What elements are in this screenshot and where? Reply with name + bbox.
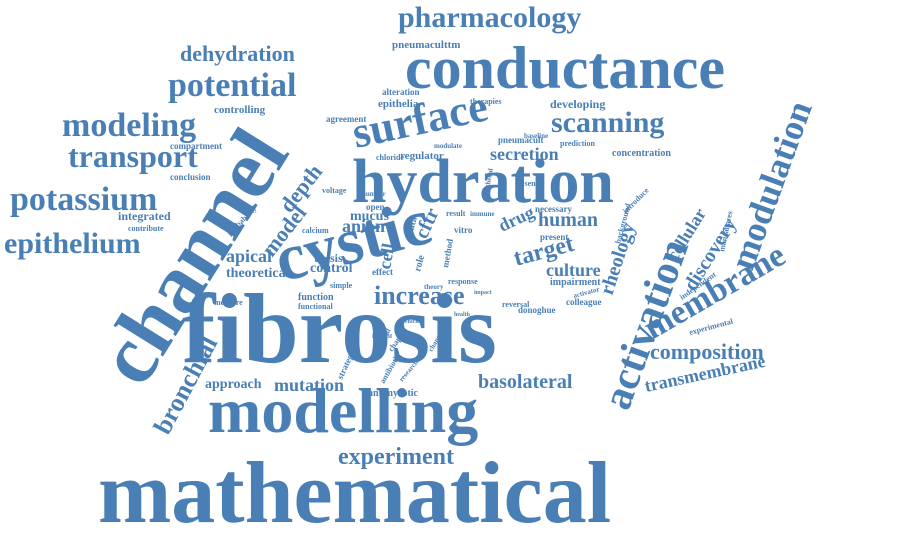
word-conclusion: conclusion bbox=[170, 172, 211, 182]
word-transport: transport bbox=[68, 138, 198, 174]
word-epithelium: epithelium bbox=[4, 227, 141, 260]
word-scanning: scanning bbox=[551, 106, 664, 139]
word-baseline: baseline bbox=[524, 132, 548, 140]
word-effect: effect bbox=[372, 267, 393, 277]
word-pneumaculttm: pneumaculttm bbox=[392, 39, 460, 51]
word-concentration: concentration bbox=[612, 148, 671, 159]
word-epithelia: epithelia bbox=[378, 98, 419, 110]
word-modulate: modulate bbox=[434, 142, 462, 150]
word-chloride: chloride bbox=[376, 153, 404, 162]
word-control: control bbox=[310, 261, 353, 276]
word-mucus: mucus bbox=[350, 209, 389, 224]
word-thesis: thesis bbox=[314, 251, 343, 265]
word-number: number bbox=[362, 190, 386, 198]
word-increase: increase bbox=[374, 281, 465, 310]
word-simple: simple bbox=[330, 281, 353, 290]
word-regulator: regulator bbox=[400, 150, 444, 162]
word-dehydration: dehydration bbox=[180, 41, 295, 66]
word-functional: functional bbox=[298, 302, 333, 311]
word-anion: anion bbox=[342, 216, 385, 236]
word-absence: absence bbox=[516, 179, 543, 188]
word-response: response bbox=[448, 277, 478, 286]
word-modeling: modeling bbox=[62, 107, 196, 144]
word-theoretical: theoretical bbox=[226, 266, 290, 281]
word-potential: potential bbox=[168, 67, 296, 104]
word-culture: culture bbox=[546, 260, 601, 280]
word-measure: measure bbox=[214, 298, 243, 307]
word-vitro: vitro bbox=[454, 225, 473, 235]
word-conductance: conductance bbox=[405, 35, 725, 101]
word-vehicle: vehicle bbox=[402, 319, 420, 325]
word-fibrosis: fibrosis bbox=[182, 273, 497, 384]
word-donoghue: donoghue bbox=[518, 305, 556, 315]
word-mathematical: mathematical bbox=[98, 445, 611, 534]
word-controlling: controlling bbox=[214, 104, 266, 116]
word-calcium: calcium bbox=[302, 226, 329, 235]
word-potassium: potassium bbox=[10, 181, 157, 218]
word-secretion: secretion bbox=[490, 144, 559, 164]
word-present: present bbox=[540, 232, 568, 242]
word-basolateral: basolateral bbox=[478, 371, 573, 393]
word-impairment: impairment bbox=[550, 277, 601, 288]
word-necessary: necessary bbox=[535, 204, 572, 214]
word-experiment: experiment bbox=[338, 444, 454, 470]
word-alteration: alteration bbox=[382, 87, 420, 97]
word-role: role bbox=[412, 253, 427, 272]
word-composition: composition bbox=[650, 339, 764, 364]
word-reversal: reversal bbox=[502, 300, 530, 309]
word-antimycotic: antimycotic bbox=[368, 388, 419, 399]
word-contribute: contribute bbox=[128, 224, 164, 233]
word-function: function bbox=[298, 292, 334, 303]
word-modelling: modelling bbox=[208, 375, 478, 446]
word-therapies: therapies bbox=[470, 97, 502, 106]
word-colleague: colleague bbox=[566, 297, 602, 307]
word-developing: developing bbox=[550, 97, 605, 111]
word-compartment: compartment bbox=[170, 141, 222, 151]
word-pneumacult: pneumacult bbox=[498, 135, 544, 145]
word-agreement: agreement bbox=[326, 114, 366, 124]
word-data: data bbox=[404, 216, 420, 237]
word-result: result bbox=[446, 209, 466, 218]
word-human: human bbox=[538, 209, 598, 231]
word-theory: theory bbox=[424, 283, 444, 291]
word-open: open bbox=[366, 202, 385, 212]
word-prediction: prediction bbox=[560, 139, 596, 148]
word-health: health bbox=[454, 312, 471, 318]
word-cell: cell bbox=[374, 242, 398, 271]
word-integrated: integrated bbox=[118, 209, 171, 223]
word-impact: impact bbox=[474, 290, 492, 296]
word-insight: insight bbox=[372, 332, 393, 340]
word-pharmacology: pharmacology bbox=[398, 1, 581, 34]
word-immune: immune bbox=[470, 210, 495, 218]
word-apical: apical bbox=[226, 246, 272, 266]
word-method: method bbox=[440, 238, 455, 268]
word-introduce: introduce bbox=[621, 186, 651, 216]
word-hydration: hydration bbox=[352, 148, 614, 216]
word-voltage: voltage bbox=[322, 186, 347, 195]
word-approach: approach bbox=[205, 377, 262, 392]
word-mutation: mutation bbox=[274, 375, 344, 395]
